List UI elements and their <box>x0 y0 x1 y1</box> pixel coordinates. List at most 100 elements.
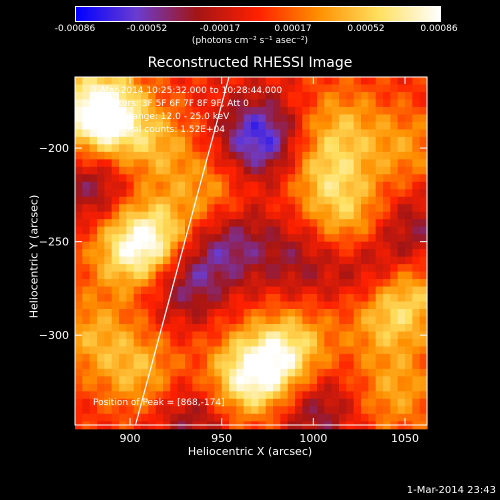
heatmap-cell <box>309 398 318 407</box>
heatmap-cell <box>104 196 113 205</box>
heatmap-cell <box>221 91 230 101</box>
heatmap-cell <box>383 204 391 213</box>
heatmap-cell <box>119 204 127 213</box>
heatmap-cell <box>346 189 355 198</box>
heatmap-cell <box>390 99 399 108</box>
heatmap-cell <box>163 249 171 258</box>
heatmap-cell <box>82 129 91 138</box>
heatmap-cell <box>82 114 91 123</box>
heatmap-cell <box>207 361 215 370</box>
heatmap-cell <box>390 151 399 160</box>
heatmap-cell <box>339 331 347 340</box>
heatmap-cell <box>412 301 421 310</box>
heatmap-cell <box>141 294 149 303</box>
heatmap-cell <box>236 383 245 392</box>
heatmap-cell <box>273 353 281 362</box>
heatmap-cell <box>104 353 113 362</box>
heatmap-cell <box>419 338 428 348</box>
heatmap-cell <box>207 211 215 220</box>
heatmap-cell <box>148 256 157 265</box>
heatmap-cell <box>163 391 171 400</box>
heatmap-cell <box>375 368 384 377</box>
heatmap-cell <box>104 338 113 348</box>
heatmap-cell <box>119 338 127 348</box>
heatmap-cell <box>207 294 215 303</box>
heatmap-cell <box>280 99 289 108</box>
heatmap-cell <box>111 114 120 123</box>
heatmap-cell <box>346 383 355 392</box>
heatmap-cell <box>390 174 399 183</box>
heatmap-cell <box>287 114 296 123</box>
heatmap-cell <box>111 398 120 407</box>
heatmap-cell <box>185 376 193 385</box>
heatmap-cell <box>221 174 230 183</box>
heatmap-cell <box>192 286 201 295</box>
heatmap-cell <box>119 114 127 123</box>
heatmap-cell <box>390 256 399 265</box>
heatmap-cell <box>148 249 157 258</box>
heatmap-cell <box>214 249 223 258</box>
footer-timestamp: 1-Mar-2014 23:43 <box>406 485 496 496</box>
heatmap-cell <box>104 368 113 377</box>
heatmap-cell <box>133 241 142 250</box>
heatmap-cell <box>265 151 274 160</box>
heatmap-cell <box>97 398 105 407</box>
heatmap-cell <box>258 256 267 265</box>
heatmap-cell <box>353 121 362 130</box>
heatmap-cell <box>119 361 127 370</box>
heatmap-cell <box>243 114 252 123</box>
heatmap-cell <box>119 129 127 138</box>
heatmap-cell <box>119 151 127 160</box>
heatmap-cell <box>170 264 179 273</box>
heatmap-cell <box>177 114 186 123</box>
heatmap-cell <box>419 106 428 116</box>
heatmap-cell <box>280 204 289 213</box>
heatmap-cell <box>397 241 406 250</box>
heatmap-cell <box>163 264 171 273</box>
heatmap-cell <box>192 331 201 340</box>
heatmap-cell <box>82 136 91 145</box>
heatmap-cell <box>148 353 157 362</box>
heatmap-cell <box>419 279 428 288</box>
heatmap-cell <box>280 383 289 392</box>
heatmap-cell <box>75 204 83 213</box>
heatmap-cell <box>353 91 362 101</box>
heatmap-cell <box>82 144 91 153</box>
heatmap-cell <box>111 383 120 392</box>
heatmap-cell <box>89 91 98 101</box>
heatmap-cell <box>177 256 186 265</box>
heatmap-cell <box>126 368 135 377</box>
heatmap-cell <box>302 301 311 310</box>
heatmap-cell <box>295 383 303 392</box>
heatmap-cell <box>199 413 208 422</box>
heatmap-cell <box>155 301 164 310</box>
heatmap-cell <box>405 84 413 93</box>
heatmap-cell <box>287 323 296 333</box>
heatmap-cell <box>75 196 83 205</box>
heatmap-cell <box>324 309 333 318</box>
heatmap-cell <box>317 226 325 235</box>
heatmap-cell <box>317 174 325 183</box>
heatmap-cell <box>82 106 91 116</box>
heatmap-cell <box>412 406 421 415</box>
heatmap-cell <box>111 368 120 377</box>
heatmap-cell <box>397 159 406 168</box>
heatmap-cell <box>265 136 274 145</box>
heatmap-cell <box>383 361 391 370</box>
heatmap-cell <box>295 353 303 362</box>
heatmap-cell <box>170 391 179 400</box>
heatmap-cell <box>192 151 201 160</box>
heatmap-cell <box>265 99 274 108</box>
heatmap-cell <box>214 383 223 392</box>
heatmap-cell <box>141 159 149 168</box>
heatmap-cell <box>273 234 281 243</box>
heatmap-cell <box>339 121 347 130</box>
heatmap-cell <box>155 376 164 385</box>
heatmap-cell <box>199 331 208 340</box>
heatmap-cell <box>419 376 428 385</box>
heatmap-cell <box>273 91 281 101</box>
heatmap-cell <box>353 271 362 280</box>
heatmap-cell <box>170 166 179 175</box>
heatmap-cell <box>221 144 230 153</box>
heatmap-cell <box>214 331 223 340</box>
